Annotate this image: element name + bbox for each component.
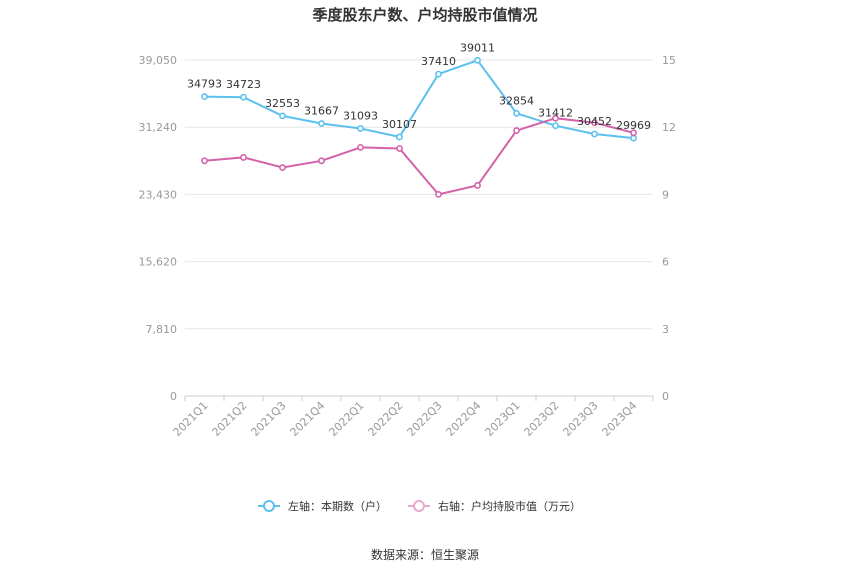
series-1-point[interactable] — [396, 133, 403, 141]
y-left-tick: 23,430 — [139, 188, 178, 201]
x-tick-label: 2023Q1 — [483, 399, 523, 439]
series-2-point[interactable] — [318, 157, 325, 165]
source-note: 数据来源：恒生聚源 — [371, 547, 479, 562]
data-label: 37410 — [421, 55, 456, 68]
series-2-point[interactable] — [201, 157, 208, 165]
x-tick-label: 2022Q4 — [444, 399, 484, 439]
series-2-point[interactable] — [552, 114, 559, 122]
data-labels: 34793 34723 32553 31667 31093 30107 37410 39011… — [187, 41, 651, 132]
series-line-1[interactable] — [204, 59, 634, 140]
legend-marker — [263, 500, 275, 512]
series-2-point[interactable] — [591, 119, 598, 127]
y-left-tick: 31,240 — [139, 121, 178, 134]
data-label: 34723 — [226, 78, 261, 91]
series-1-point[interactable] — [435, 70, 442, 78]
x-tick-label: 2021Q1 — [171, 399, 211, 439]
x-tick-label: 2021Q4 — [288, 399, 328, 439]
data-label: 32553 — [265, 97, 300, 110]
legend-item-1[interactable]: 左轴：本期数（户） — [258, 499, 387, 513]
series-2-point[interactable] — [396, 145, 403, 152]
data-label: 30107 — [382, 118, 417, 131]
y-right-tick: 0 — [662, 390, 669, 403]
y-right-tick: 15 — [662, 54, 676, 67]
y-left-tick: 7,810 — [146, 323, 178, 336]
chart-title: 季度股东户数、户均持股市值情况 — [312, 6, 537, 24]
data-label: 29969 — [616, 119, 651, 132]
series-2-point[interactable] — [630, 129, 637, 137]
y-right-tick: 3 — [662, 323, 669, 336]
y-left-tick: 39,050 — [139, 54, 178, 67]
series-1-point[interactable] — [201, 93, 208, 101]
series-1-point[interactable] — [513, 109, 520, 117]
grid-lines — [185, 59, 653, 330]
x-axis: 2021Q12021Q22021Q32021Q42022Q12022Q22022… — [171, 395, 654, 439]
series-1-point[interactable] — [630, 134, 637, 142]
x-tick-label: 2022Q2 — [366, 399, 406, 439]
series-line-2[interactable] — [204, 117, 634, 196]
legend-label: 左轴：本期数（户） — [288, 499, 387, 513]
series-1-point[interactable] — [552, 122, 559, 130]
series-1-point[interactable] — [240, 93, 247, 101]
series-2-point[interactable] — [240, 154, 247, 161]
y-left-tick: 15,620 — [139, 256, 178, 269]
series-1-point[interactable] — [474, 56, 481, 64]
x-tick-label: 2021Q3 — [249, 399, 289, 439]
series-2-point[interactable] — [357, 143, 364, 151]
x-tick-label: 2022Q1 — [327, 399, 367, 439]
series-2-point[interactable] — [435, 190, 442, 198]
data-label: 31412 — [538, 107, 573, 120]
series-1-point[interactable] — [591, 130, 598, 138]
y-axis-left: 0 7,810 15,620 23,430 31,240 39,050 — [139, 54, 178, 403]
legend-marker — [413, 500, 425, 512]
data-label: 32854 — [499, 94, 534, 107]
x-tick-label: 2022Q3 — [405, 399, 445, 439]
data-label: 34793 — [187, 78, 222, 91]
y-right-tick: 12 — [662, 121, 676, 134]
x-tick-label: 2023Q2 — [522, 399, 562, 439]
y-axis-right: 0 3 6 9 12 15 — [662, 54, 676, 403]
legend[interactable]: 左轴：本期数（户） 右轴：户均持股市值（万元） — [258, 499, 581, 513]
series-layer — [201, 56, 637, 198]
data-label: 31093 — [343, 109, 378, 122]
data-label: 30452 — [577, 115, 612, 128]
data-label: 31667 — [304, 105, 339, 118]
x-tick-label: 2023Q4 — [600, 399, 640, 439]
data-label: 39011 — [460, 41, 495, 54]
legend-label: 右轴：户均持股市值（万元） — [438, 499, 581, 513]
series-1-point[interactable] — [279, 112, 286, 120]
y-left-tick: 0 — [170, 390, 177, 403]
x-tick-label: 2023Q3 — [561, 399, 601, 439]
legend-item-2[interactable]: 右轴：户均持股市值（万元） — [408, 499, 581, 513]
y-right-tick: 6 — [662, 256, 669, 269]
series-1-point[interactable] — [318, 120, 325, 127]
series-2-point[interactable] — [279, 164, 286, 171]
series-2-point[interactable] — [474, 182, 481, 189]
series-1-point[interactable] — [357, 125, 364, 132]
x-tick-label: 2021Q2 — [210, 399, 250, 439]
series-2-point[interactable] — [513, 127, 520, 134]
y-right-tick: 9 — [662, 188, 669, 201]
